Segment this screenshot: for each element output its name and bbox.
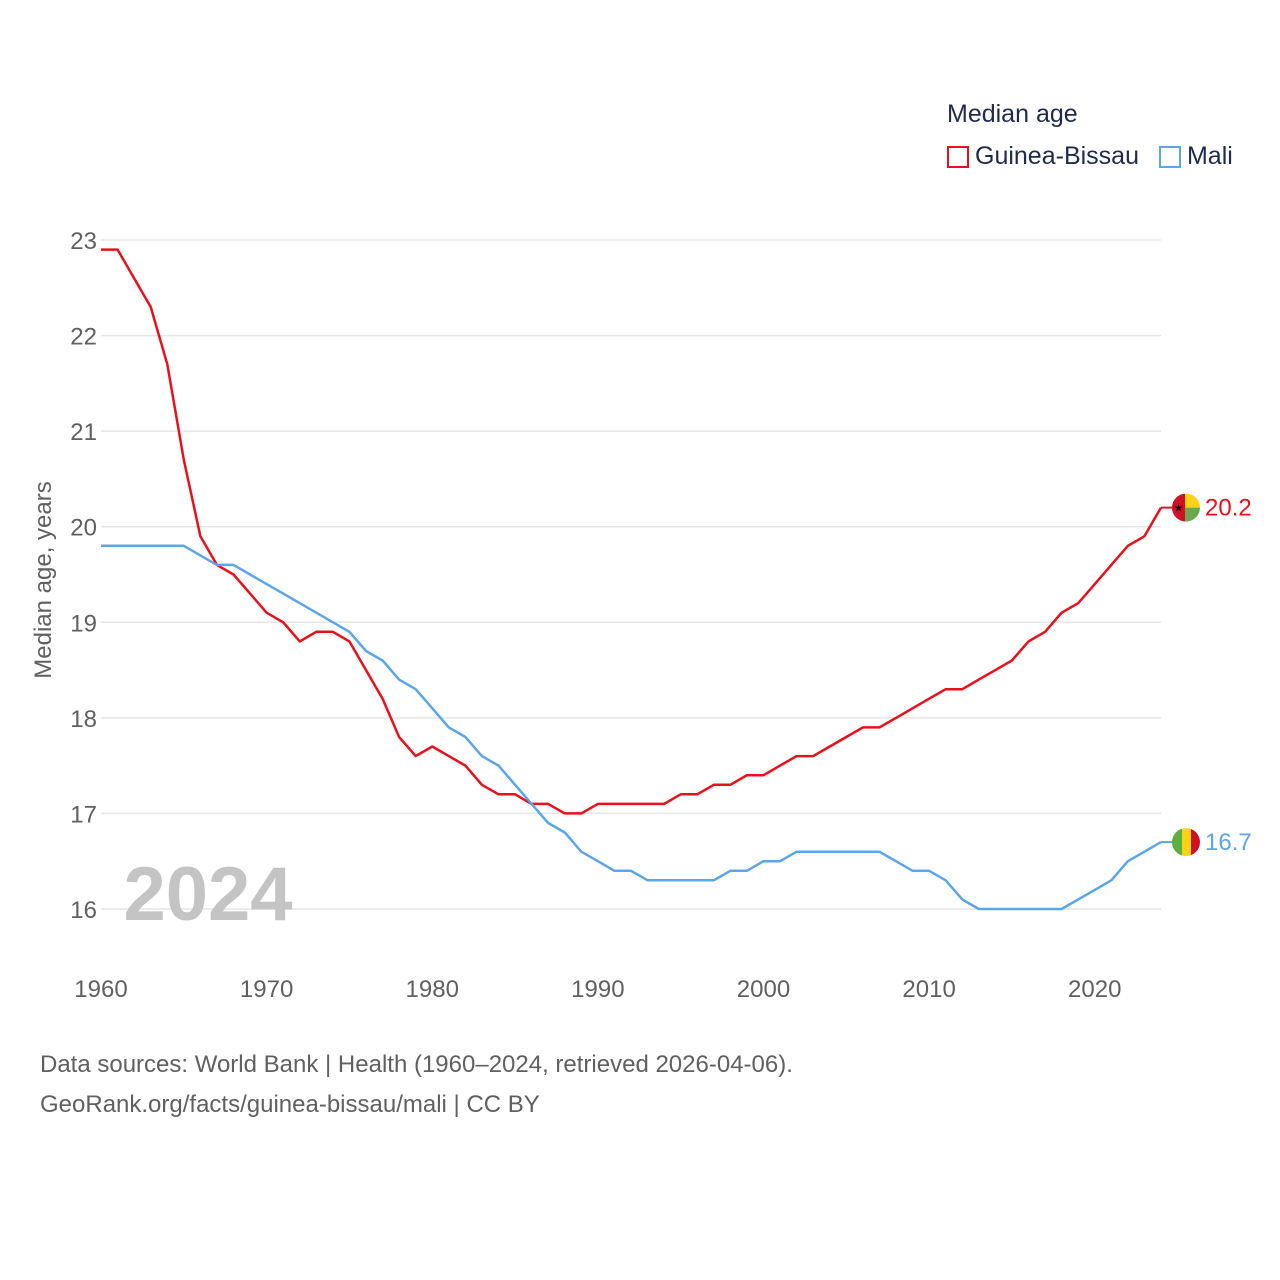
y-tick-label: 18 bbox=[70, 706, 97, 733]
legend-swatch-mali bbox=[1158, 145, 1181, 168]
end-value-label-mali: 16.7 bbox=[1205, 829, 1252, 856]
x-tick-label: 2020 bbox=[1068, 976, 1121, 1003]
y-tick-label: 22 bbox=[70, 324, 97, 351]
data-sources-text: Data sources: World Bank | Health (1960–… bbox=[40, 1051, 793, 1078]
x-tick-label: 1960 bbox=[74, 976, 127, 1003]
legend-swatch-guinea-bissau bbox=[947, 145, 969, 168]
y-tick-label: 23 bbox=[70, 228, 97, 255]
legend-label-guinea-bissau: Guinea-Bissau bbox=[975, 142, 1139, 170]
legend-item-guinea-bissau[interactable]: Guinea-Bissau bbox=[947, 142, 1139, 171]
series-line-guinea-bissau bbox=[101, 248, 1163, 815]
legend-title: Median age bbox=[947, 100, 1078, 128]
x-tick-label: 2010 bbox=[902, 976, 955, 1003]
y-tick-label: 20 bbox=[70, 515, 97, 542]
y-tick-label: 21 bbox=[70, 419, 97, 446]
legend: Guinea-Bissau Mali bbox=[947, 142, 1233, 171]
flag-icon-guinea-bissau: ★ bbox=[1172, 493, 1200, 522]
x-tick-labels: 1960 1970 1980 1990 2000 2010 2020 bbox=[74, 976, 1121, 1003]
y-tick-labels: 16 17 18 19 20 21 22 23 bbox=[70, 228, 97, 924]
grid-lines bbox=[101, 239, 1161, 910]
x-tick-label: 1980 bbox=[406, 976, 459, 1003]
end-value-label-guinea-bissau: 20.2 bbox=[1205, 495, 1252, 522]
y-tick-label: 16 bbox=[70, 897, 97, 924]
x-tick-label: 1990 bbox=[571, 976, 624, 1003]
svg-text:★: ★ bbox=[1174, 502, 1184, 515]
legend-item-mali[interactable]: Mali bbox=[1158, 142, 1233, 171]
flag-icon-mali bbox=[1172, 828, 1200, 857]
footer: Data sources: World Bank | Health (1960–… bbox=[40, 1045, 793, 1125]
y-tick-label: 19 bbox=[70, 610, 97, 637]
x-tick-label: 2000 bbox=[737, 976, 790, 1003]
year-watermark: 2024 bbox=[123, 852, 292, 937]
legend-label-mali: Mali bbox=[1186, 142, 1233, 170]
series-lines bbox=[101, 248, 1163, 911]
source-link[interactable]: GeoRank.org/facts/guinea-bissau/mali | C… bbox=[40, 1091, 540, 1118]
y-tick-label: 17 bbox=[70, 801, 97, 828]
y-axis-title: Median age, years bbox=[30, 481, 57, 678]
series-end-markers: ★ 20.2 16.7 bbox=[1161, 493, 1252, 857]
series-line-mali bbox=[101, 544, 1162, 911]
x-tick-label: 1970 bbox=[240, 976, 293, 1003]
